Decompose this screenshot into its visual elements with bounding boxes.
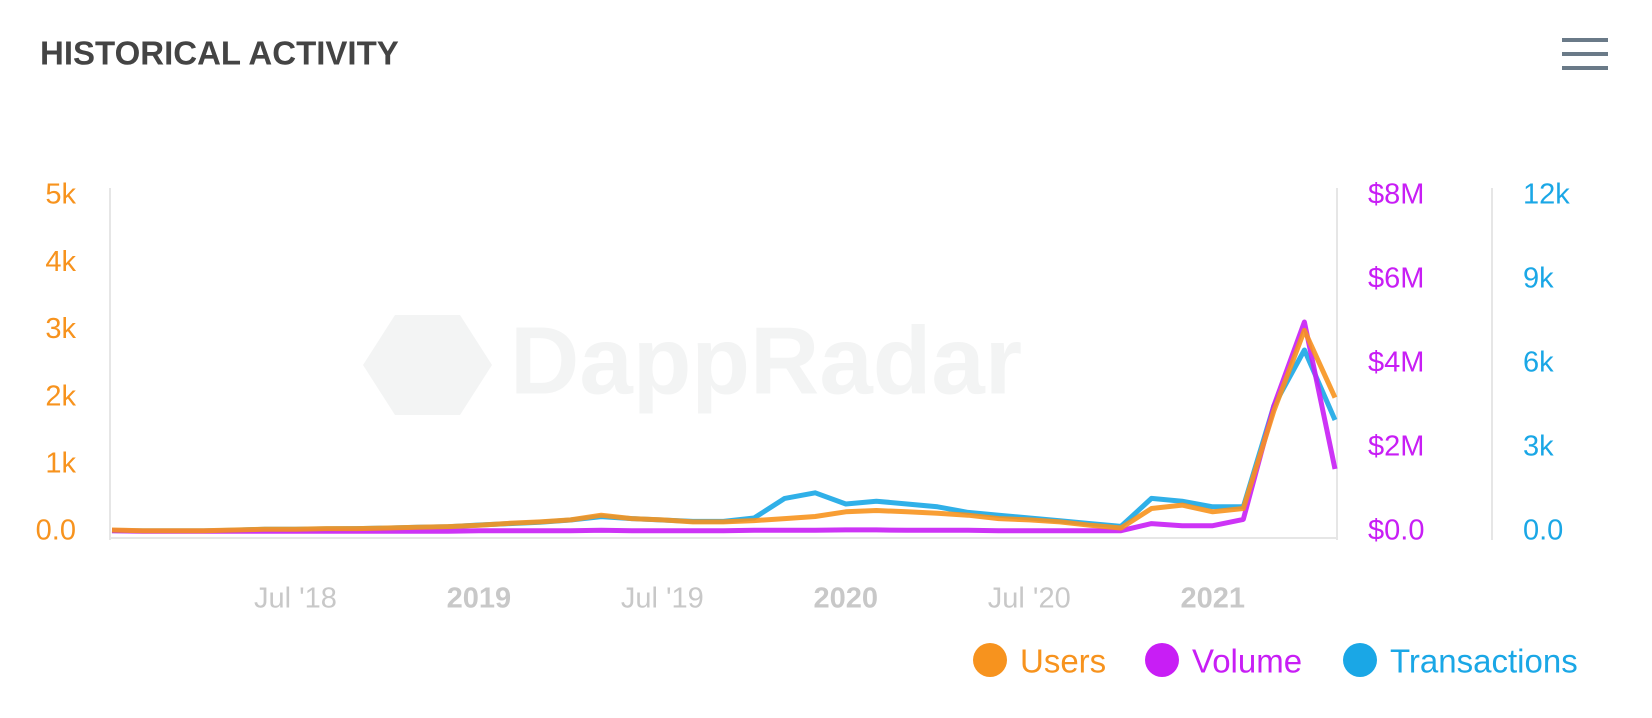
y-tick-label: $8M — [1368, 179, 1424, 211]
y-tick-label: 5k — [45, 179, 76, 211]
x-tick-label: 2019 — [447, 583, 512, 615]
legend-marker — [1145, 643, 1179, 677]
x-tick-label: Jul '18 — [254, 583, 337, 615]
watermark: DappRadar — [510, 307, 1022, 414]
y-tick-label: 3k — [45, 313, 76, 345]
y-tick-label: 3k — [1523, 431, 1554, 463]
watermark-logo — [363, 315, 492, 415]
y-tick-label: 4k — [45, 246, 76, 278]
chart-title: HISTORICAL ACTIVITY — [40, 35, 399, 72]
y-tick-label: 6k — [1523, 347, 1554, 379]
y-tick-label: 0.0 — [36, 515, 76, 547]
series-line — [111, 327, 1338, 534]
x-tick-label: 2020 — [814, 583, 879, 615]
legend-label[interactable]: Users — [1020, 643, 1106, 680]
legend-marker — [973, 643, 1007, 677]
menu-bar — [1562, 66, 1608, 70]
legend-marker — [1343, 643, 1377, 677]
y-tick-label: $4M — [1368, 347, 1424, 379]
y-tick-label: 1k — [45, 447, 76, 479]
y-tick-label: 0.0 — [1523, 515, 1563, 547]
legend-label[interactable]: Volume — [1192, 643, 1302, 680]
y-tick-label: 12k — [1523, 179, 1570, 211]
x-tick-label: Jul '20 — [988, 583, 1071, 615]
y-tick-label: $0.0 — [1368, 515, 1424, 547]
legend-label[interactable]: Transactions — [1390, 643, 1578, 680]
menu-bar — [1562, 38, 1608, 42]
menu-button[interactable] — [1562, 38, 1608, 70]
y-tick-label: 2k — [45, 380, 76, 412]
menu-bar — [1562, 52, 1608, 56]
x-tick-label: 2021 — [1180, 583, 1245, 615]
y-tick-label: $2M — [1368, 431, 1424, 463]
y-tick-label: $6M — [1368, 263, 1424, 295]
y-tick-label: 9k — [1523, 263, 1554, 295]
x-tick-label: Jul '19 — [621, 583, 704, 615]
